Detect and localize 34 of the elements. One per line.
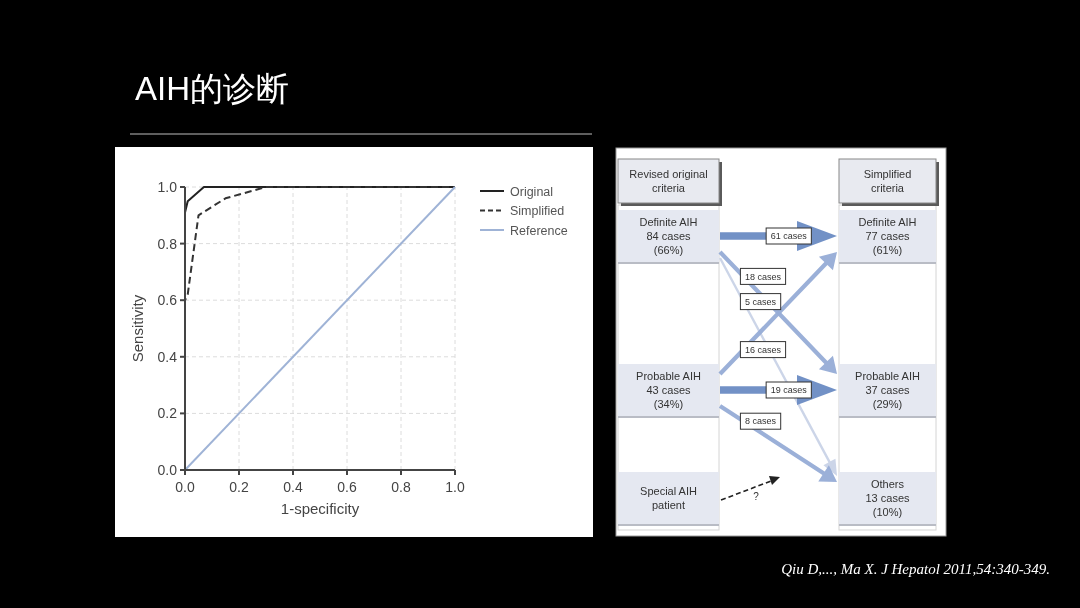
text: 19 cases: [770, 385, 807, 396]
y-tick-label: 0.8: [157, 235, 178, 252]
x-tick-label: 0.8: [391, 479, 411, 495]
y-tick-label: 0.6: [157, 292, 178, 309]
category-label: Definite AIH 84 cases (66%): [639, 216, 698, 256]
x-tick-label: 0.6: [337, 479, 357, 495]
text: ?: [753, 491, 760, 502]
x-tick-label: 0.2: [229, 479, 249, 495]
x-axis-title: 1-specificity: [280, 500, 360, 517]
text: 61 cases: [770, 231, 807, 242]
legend-label: Simplified: [510, 204, 565, 218]
category-label: Special AIH patient: [640, 484, 697, 511]
y-tick-label: 0.0: [157, 462, 178, 478]
category-label: Probable AIH 43 cases (34%): [636, 370, 701, 410]
text: Revised original criteria: [629, 167, 708, 194]
legend-label: Original: [510, 184, 554, 199]
category-label: Others 13 cases (10%): [865, 478, 911, 518]
text: Simplified criteria: [863, 167, 912, 194]
chart-title: AIH的诊断: [135, 70, 290, 107]
text: 5 cases: [745, 296, 777, 307]
y-tick-label: 0.2: [157, 405, 178, 422]
x-tick-label: 0.0: [175, 479, 195, 495]
y-tick-label: 1.0: [157, 179, 178, 195]
text: 8 cases: [745, 416, 777, 427]
text: Qiu D,..., Ma X. J Hepatol 2011,54:340-349.: [781, 561, 1050, 577]
x-tick-label: 0.4: [283, 479, 303, 495]
x-tick-label: 1.0: [445, 479, 465, 495]
legend-label: Reference: [510, 223, 568, 238]
category-label: Definite AIH 77 cases (61%): [858, 216, 917, 256]
text: 18 cases: [744, 271, 782, 282]
text: 16 cases: [744, 344, 782, 355]
category-label: Probable AIH 37 cases (29%): [855, 370, 920, 410]
y-tick-label: 0.4: [157, 348, 178, 365]
y-axis-title: Sensitivity: [129, 294, 146, 363]
